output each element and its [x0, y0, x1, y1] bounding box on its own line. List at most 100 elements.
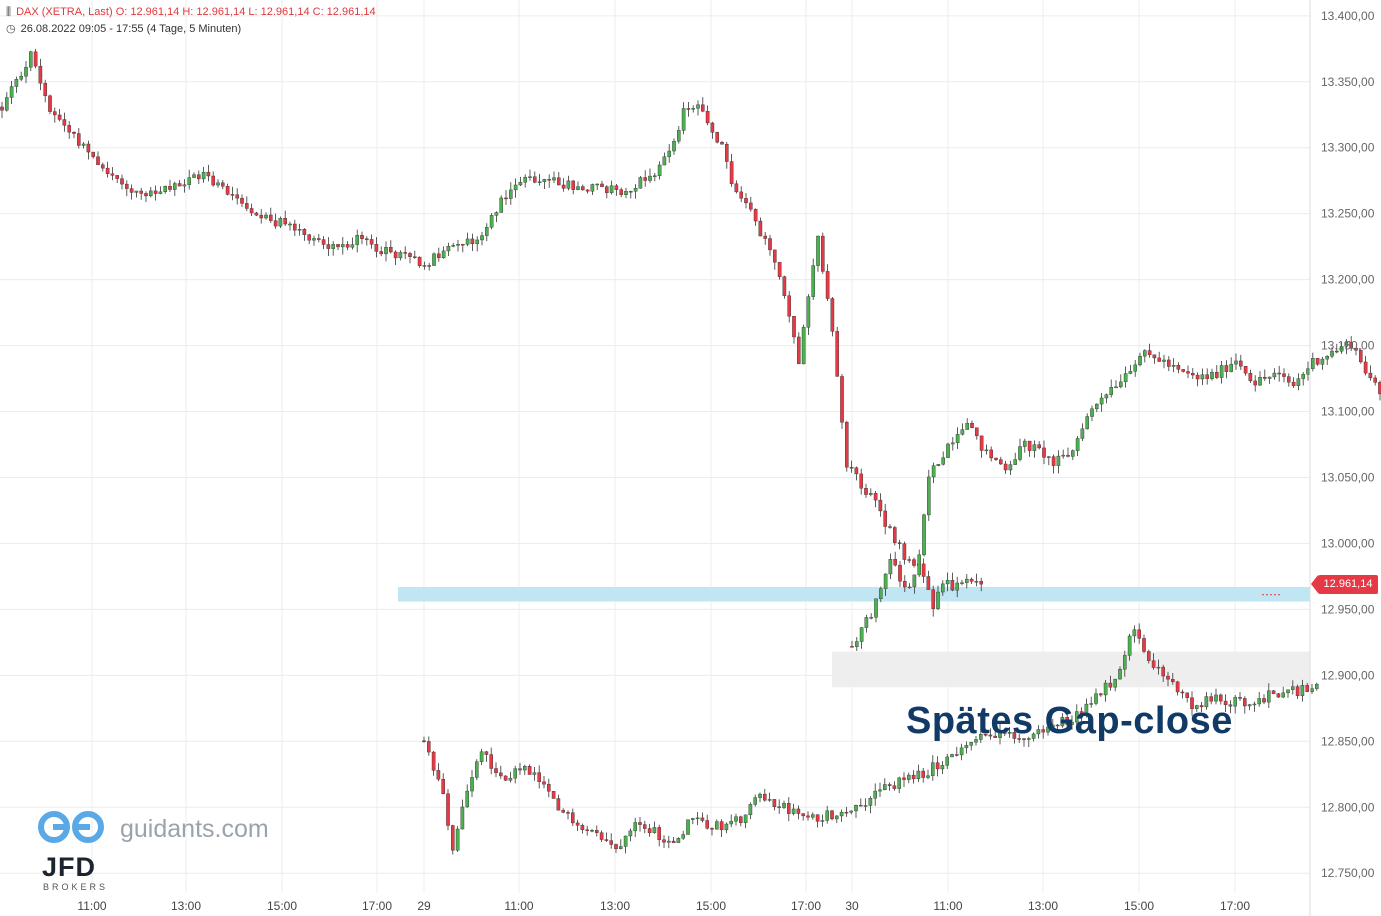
candle[interactable]: [1354, 347, 1358, 356]
candle[interactable]: [1330, 347, 1334, 359]
candle[interactable]: [29, 50, 33, 71]
candle[interactable]: [0, 101, 4, 119]
candle[interactable]: [700, 812, 705, 823]
candle[interactable]: [1276, 692, 1281, 699]
candle[interactable]: [888, 524, 892, 529]
candle[interactable]: [1368, 365, 1373, 381]
candle[interactable]: [600, 180, 604, 187]
candle[interactable]: [1238, 692, 1242, 702]
candle[interactable]: [816, 235, 820, 272]
candle[interactable]: [1123, 366, 1128, 388]
candle[interactable]: [619, 839, 623, 850]
candle[interactable]: [854, 804, 858, 818]
candle[interactable]: [240, 194, 244, 208]
candle[interactable]: [182, 179, 187, 193]
candle[interactable]: [888, 553, 893, 580]
candle[interactable]: [777, 262, 782, 280]
candle[interactable]: [883, 778, 887, 791]
candle[interactable]: [350, 237, 355, 250]
candle[interactable]: [1032, 440, 1037, 458]
candle[interactable]: [926, 570, 931, 590]
candle[interactable]: [931, 755, 935, 781]
candle[interactable]: [845, 420, 849, 472]
candle[interactable]: [763, 231, 767, 245]
candle[interactable]: [1234, 353, 1238, 370]
candle[interactable]: [374, 237, 379, 258]
candle[interactable]: [859, 468, 863, 495]
candle[interactable]: [1229, 357, 1233, 373]
candle[interactable]: [38, 58, 43, 91]
candle[interactable]: [825, 805, 829, 824]
candle[interactable]: [599, 830, 604, 842]
candle[interactable]: [855, 637, 859, 651]
candle[interactable]: [355, 229, 360, 253]
candle[interactable]: [484, 750, 489, 762]
candle[interactable]: [912, 557, 916, 568]
candle[interactable]: [993, 731, 997, 738]
candle[interactable]: [1291, 377, 1296, 388]
candle[interactable]: [187, 169, 192, 190]
candle[interactable]: [331, 241, 336, 256]
candle[interactable]: [715, 131, 719, 144]
candle[interactable]: [787, 291, 791, 323]
candle[interactable]: [297, 223, 302, 236]
candle[interactable]: [211, 171, 216, 187]
candle[interactable]: [249, 203, 254, 217]
candle[interactable]: [844, 806, 849, 817]
candle[interactable]: [537, 173, 542, 186]
candle[interactable]: [556, 794, 561, 811]
candle[interactable]: [14, 76, 19, 93]
candle[interactable]: [902, 772, 906, 788]
candle[interactable]: [643, 820, 647, 834]
candle[interactable]: [57, 108, 62, 122]
candle[interactable]: [1061, 449, 1065, 459]
candle[interactable]: [1349, 336, 1353, 351]
candle[interactable]: [979, 729, 983, 743]
candle[interactable]: [148, 186, 153, 198]
candle[interactable]: [767, 792, 772, 802]
candle[interactable]: [729, 814, 733, 828]
candle[interactable]: [551, 791, 556, 799]
candle[interactable]: [1205, 368, 1209, 385]
candle[interactable]: [475, 759, 479, 781]
candle[interactable]: [489, 747, 494, 775]
candle[interactable]: [456, 239, 460, 252]
candle[interactable]: [815, 814, 820, 828]
candle[interactable]: [552, 171, 556, 184]
candle[interactable]: [43, 79, 47, 103]
candle[interactable]: [667, 835, 671, 849]
candle[interactable]: [1089, 696, 1093, 708]
candle[interactable]: [864, 483, 868, 498]
candle[interactable]: [941, 451, 945, 466]
candle[interactable]: [307, 233, 312, 245]
candle[interactable]: [508, 771, 513, 783]
candle[interactable]: [951, 437, 955, 451]
candle[interactable]: [969, 577, 974, 585]
candle[interactable]: [1007, 726, 1012, 738]
candle[interactable]: [724, 822, 729, 834]
candle[interactable]: [849, 810, 853, 815]
candle[interactable]: [1325, 355, 1329, 365]
candle[interactable]: [581, 184, 585, 191]
candle[interactable]: [921, 767, 925, 783]
candle[interactable]: [989, 446, 993, 462]
candle[interactable]: [1334, 343, 1339, 354]
candle[interactable]: [1242, 696, 1247, 714]
candle[interactable]: [917, 549, 921, 577]
candle[interactable]: [922, 513, 926, 557]
candle[interactable]: [1055, 724, 1060, 729]
candle[interactable]: [893, 525, 897, 546]
candle[interactable]: [1128, 364, 1133, 375]
candle[interactable]: [321, 236, 326, 250]
candle[interactable]: [672, 138, 676, 155]
candle[interactable]: [172, 181, 177, 196]
candle[interactable]: [1233, 695, 1237, 714]
candle[interactable]: [782, 275, 787, 299]
candle[interactable]: [883, 573, 888, 596]
candle[interactable]: [898, 561, 902, 587]
candle[interactable]: [830, 297, 835, 337]
candle[interactable]: [1127, 633, 1132, 661]
candle[interactable]: [950, 572, 955, 592]
candle[interactable]: [1271, 690, 1276, 695]
candle[interactable]: [830, 809, 834, 821]
